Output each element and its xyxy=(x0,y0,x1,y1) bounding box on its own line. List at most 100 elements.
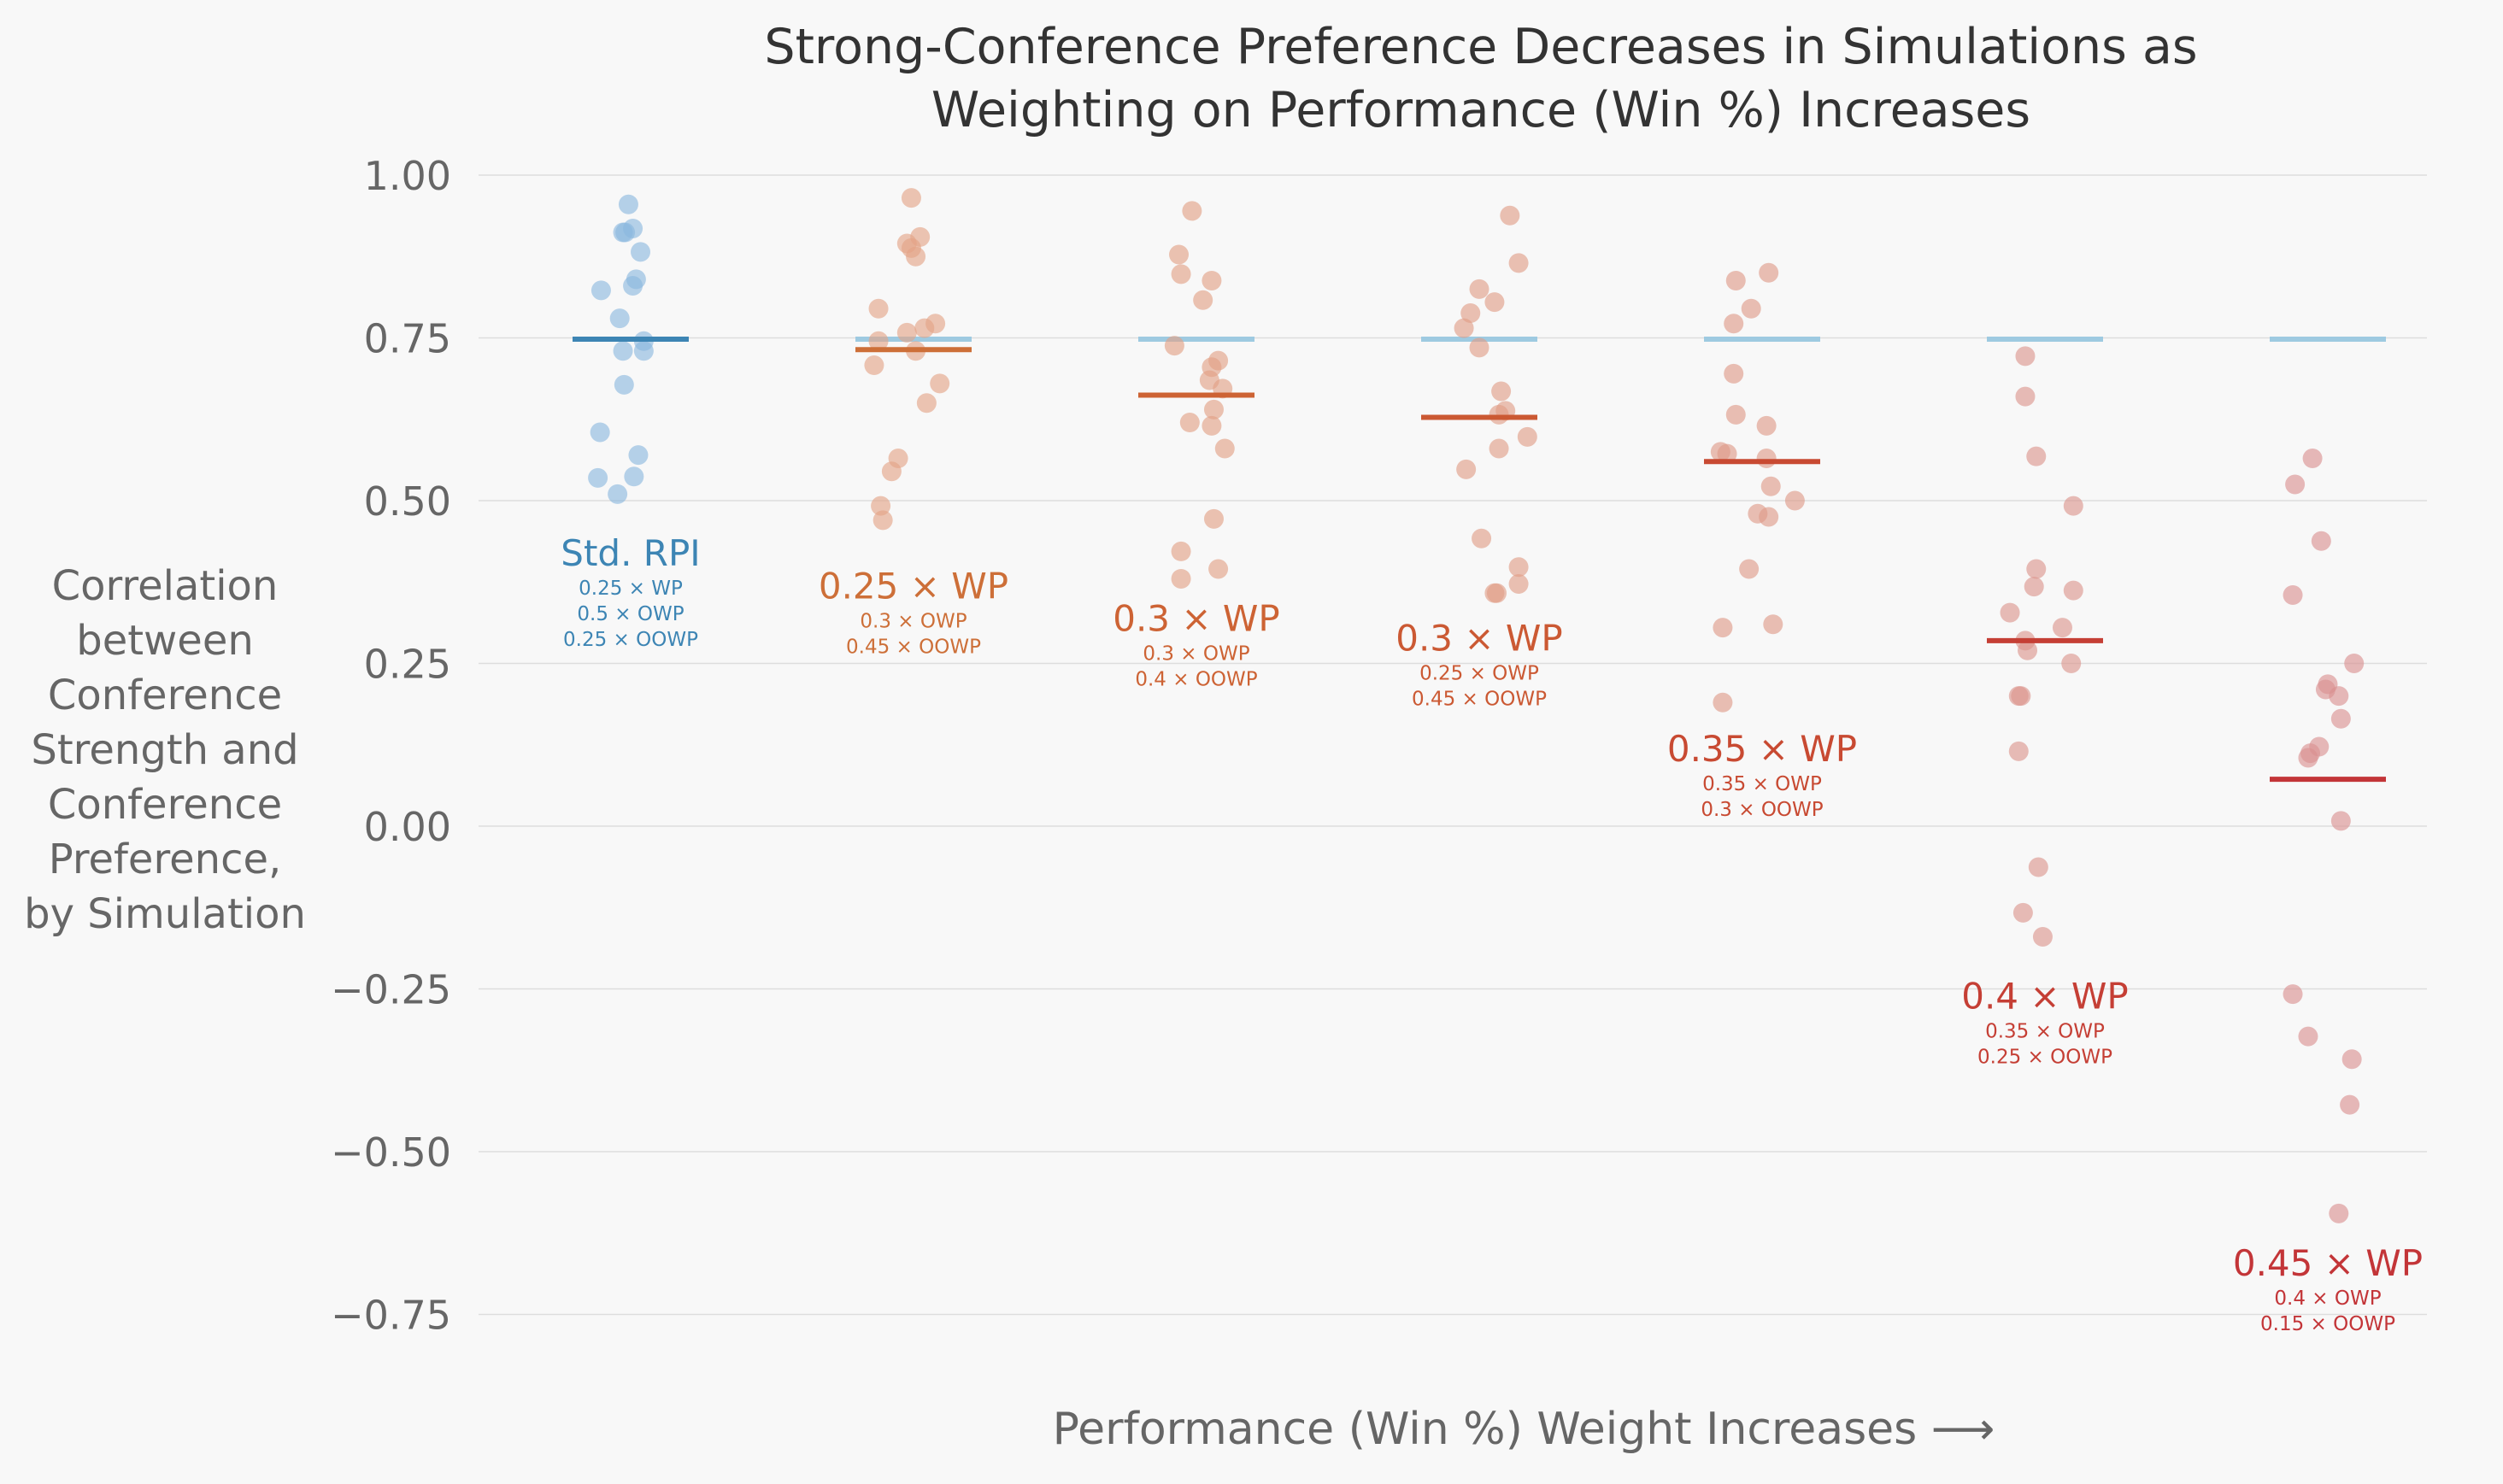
y-tick-labels: 1.00 0.75 0.50 0.25 0.00 −0.25 −0.50 −0.75 xyxy=(331,153,451,1339)
y-tick-label: 1.00 xyxy=(364,153,451,199)
y-axis-label-line: by Simulation xyxy=(24,890,306,938)
data-point xyxy=(1193,290,1213,310)
data-point xyxy=(618,194,638,214)
group-label: Std. RPI xyxy=(561,532,700,574)
data-point xyxy=(1784,490,1805,511)
data-point xyxy=(2032,927,2053,947)
data-point xyxy=(2018,640,2038,660)
data-points xyxy=(588,188,2365,1223)
data-point xyxy=(631,242,651,262)
y-tick-label: 0.00 xyxy=(364,804,451,850)
data-point xyxy=(1759,507,1779,527)
data-point xyxy=(2026,559,2047,579)
group-labels: Std. RPI 0.25 × WP 0.5 × OWP 0.25 × OOWP 0.2… xyxy=(561,532,2423,1335)
data-point xyxy=(914,318,935,338)
y-tick-label: −0.25 xyxy=(331,967,451,1013)
data-point xyxy=(2011,686,2031,707)
group-sublabel: 0.3 × OWP xyxy=(1143,642,1249,665)
data-point xyxy=(1756,448,1777,468)
data-point xyxy=(614,374,634,395)
group-sublabel: 0.25 × OOWP xyxy=(563,629,698,651)
data-point xyxy=(2063,580,2083,601)
data-point xyxy=(930,373,950,394)
group-sublabel: 0.4 × OWP xyxy=(2274,1288,2381,1310)
data-point xyxy=(1489,404,1509,425)
data-point xyxy=(2000,602,2020,623)
data-point xyxy=(1469,337,1489,358)
data-point xyxy=(1489,438,1509,459)
x-axis-label: Performance (Win %) Weight Increases ⟶ xyxy=(1053,1404,1995,1455)
data-point xyxy=(1739,559,1760,579)
group-sublabel: 0.25 × OOWP xyxy=(1977,1046,2112,1068)
y-axis-label-line: Conference xyxy=(48,672,282,719)
group-label: 0.25 × WP xyxy=(819,565,1008,607)
data-point xyxy=(2341,1049,2362,1070)
data-point xyxy=(1756,415,1777,436)
data-point xyxy=(2302,448,2323,468)
data-point xyxy=(1517,426,1537,447)
data-point xyxy=(1713,692,1733,713)
group-sublabel: 0.25 × WP xyxy=(579,578,683,600)
group-sublabel: 0.25 × OWP xyxy=(1419,662,1539,684)
data-point xyxy=(2063,496,2083,516)
data-point xyxy=(1456,459,1477,479)
data-point xyxy=(868,331,889,351)
data-point xyxy=(1508,557,1529,578)
data-point xyxy=(2329,1203,2349,1223)
data-point xyxy=(1724,363,1744,384)
data-point xyxy=(1171,264,1191,284)
data-point xyxy=(1713,618,1733,638)
y-axis-label: Correlation between Conference Strength and… xyxy=(24,562,306,938)
data-point xyxy=(626,269,646,290)
data-point xyxy=(873,510,893,531)
data-point xyxy=(1171,568,1191,589)
group-sublabel: 0.5 × OWP xyxy=(577,603,684,625)
data-point xyxy=(881,461,902,482)
chart-title-line: Weighting on Performance (Win %) Increas… xyxy=(931,82,2030,138)
data-point xyxy=(1454,318,1474,338)
data-point xyxy=(1508,253,1529,273)
data-point xyxy=(906,246,926,267)
data-point xyxy=(1760,476,1781,496)
data-point xyxy=(1725,270,1746,290)
y-tick-label: 0.50 xyxy=(364,478,451,525)
data-point xyxy=(2015,346,2036,367)
data-point xyxy=(1469,279,1489,299)
chart-title: Strong-Conference Preference Decreases i… xyxy=(764,19,2197,138)
data-point xyxy=(1759,262,1779,283)
y-tick-label: 0.75 xyxy=(364,316,451,362)
data-point xyxy=(1214,438,1235,459)
data-point xyxy=(588,467,608,488)
data-point xyxy=(2298,1026,2318,1047)
group-label: 0.35 × WP xyxy=(1667,728,1857,770)
data-point xyxy=(1202,415,1222,436)
y-axis-label-line: Strength and xyxy=(31,726,298,774)
group-label: 0.4 × WP xyxy=(1961,975,2129,1017)
data-point xyxy=(1179,413,1200,433)
group-sublabel: 0.3 × OOWP xyxy=(1701,799,1823,821)
group-sublabel: 0.45 × OOWP xyxy=(846,636,981,658)
y-axis-label-line: Conference xyxy=(48,781,282,829)
group-sublabel: 0.15 × OOWP xyxy=(2260,1313,2395,1335)
data-point xyxy=(1486,583,1507,603)
data-point xyxy=(2329,686,2349,707)
data-point xyxy=(901,188,921,208)
data-point xyxy=(1164,336,1184,356)
data-point xyxy=(1460,303,1481,324)
data-point xyxy=(1472,528,1492,548)
data-point xyxy=(2028,857,2048,877)
data-point xyxy=(609,308,630,329)
data-point xyxy=(1725,404,1746,425)
data-point xyxy=(1508,574,1529,595)
group-sublabel: 0.35 × OWP xyxy=(1985,1020,2105,1042)
data-point xyxy=(590,280,611,301)
data-point xyxy=(2061,654,2082,673)
data-point xyxy=(2311,531,2331,551)
data-point xyxy=(2298,748,2318,768)
y-axis-label-line: Preference, xyxy=(49,836,282,883)
data-point xyxy=(2344,654,2365,673)
data-point xyxy=(916,393,937,414)
y-tick-label: −0.75 xyxy=(331,1293,451,1339)
data-point xyxy=(633,341,654,361)
